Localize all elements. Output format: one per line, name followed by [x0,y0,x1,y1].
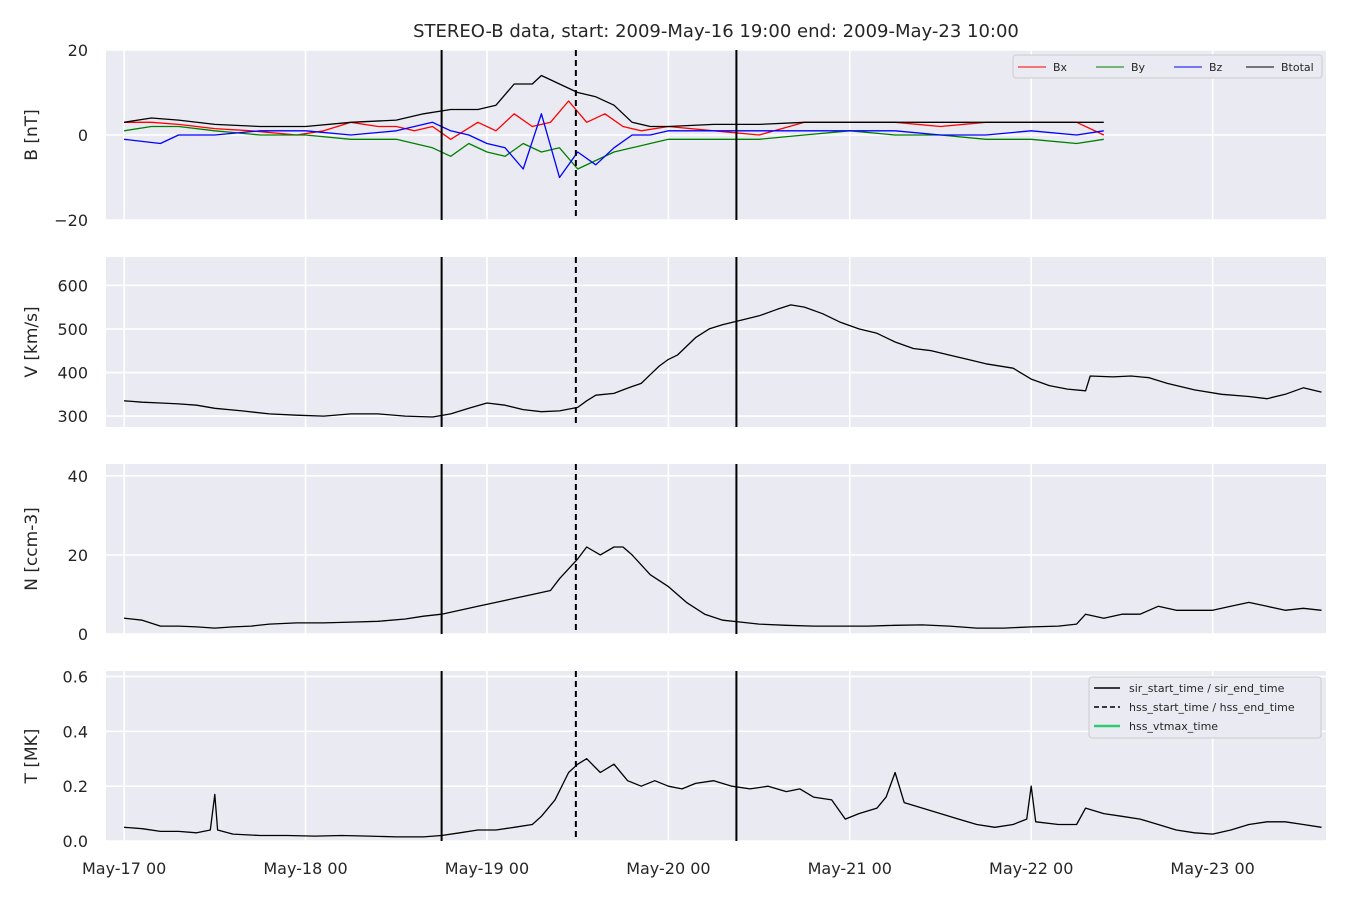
y-axis-label: V [km/s] [22,306,42,377]
y-tick-label: 500 [57,320,88,339]
x-tick-label: May-23 00 [1170,859,1254,878]
series-line-panel2 [124,546,1322,629]
x-tick-label: May-22 00 [989,859,1073,878]
panel-background [106,464,1326,634]
panel-1: 300 400 500 600 V [km/s] [22,257,1326,427]
x-tick-label: May-19 00 [445,859,529,878]
legend-frame [1088,676,1322,739]
panels: −20 0 20 B [nT] 300 400 500 600 V [km/s] 0 20 40 N [… [22,41,1326,851]
y-tick-label: −20 [54,211,88,230]
y-tick-label: 400 [57,364,88,383]
y-tick-label: 0.6 [63,667,88,686]
x-axis-ticks: May-17 00 May-18 00 May-19 00 May-20 00 May-… [82,859,1255,878]
panel-2: 0 20 40 N [ccm-3] [22,464,1326,644]
series-line-panel3 [124,758,1322,838]
y-tick-label: 0.4 [63,722,88,741]
legend-t: sir_start_time / sir_end_time hss_start_t… [1088,676,1322,739]
x-tick-label: May-21 00 [808,859,892,878]
x-tick-label: May-17 00 [82,859,166,878]
y-tick-label: 20 [68,546,88,565]
y-tick-label: 0 [78,126,88,145]
legend-frame [1012,54,1323,79]
legend-label-btotal: Btotal [1281,61,1314,74]
y-axis-label: B [nT] [22,109,42,161]
y-tick-label: 300 [57,407,88,426]
legend-label-by: By [1131,61,1146,74]
x-tick-label: May-18 00 [263,859,347,878]
y-axis-label: T [MK] [22,729,42,785]
legend-label-1: hss_start_time / hss_end_time [1129,701,1295,714]
panel-background [106,257,1326,427]
y-tick-label: 0.2 [63,777,88,796]
y-tick-label: 40 [68,467,88,486]
y-tick-label: 0.0 [63,832,88,851]
series-line-panel1 [124,304,1322,418]
legend-label-0: sir_start_time / sir_end_time [1129,682,1285,695]
series-line-bz [124,113,1104,179]
chart-title: STEREO-B data, start: 2009-May-16 19:00 … [413,21,1019,42]
x-tick-label: May-20 00 [626,859,710,878]
legend-label-bx: Bx [1053,61,1068,74]
series-line-btotal [123,74,1104,128]
y-tick-label: 20 [68,41,88,60]
series-line-by [123,125,1104,170]
y-tick-label: 600 [57,276,88,295]
legend-label-bz: Bz [1209,61,1223,74]
legend-label-2: hss_vtmax_time [1129,720,1218,733]
y-axis-label: N [ccm-3] [22,507,42,591]
y-tick-label: 0 [78,625,88,644]
legend-b: Bx By Bz Btotal [1012,54,1323,79]
